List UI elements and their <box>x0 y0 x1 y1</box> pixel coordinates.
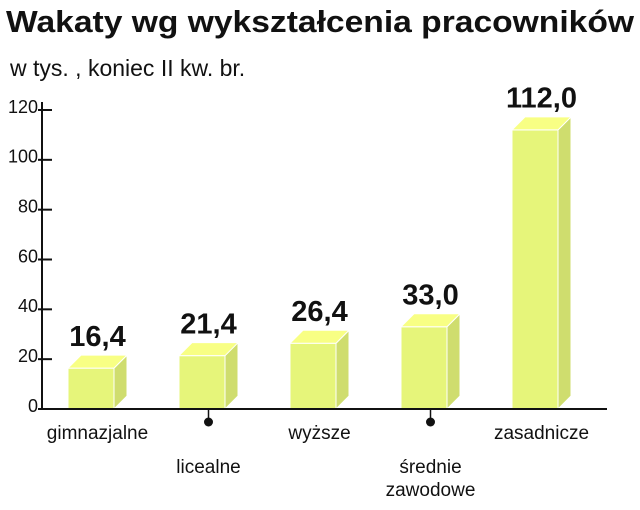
bar-top <box>510 116 573 131</box>
y-tick-label: 80 <box>18 196 38 216</box>
bar-side <box>557 115 572 411</box>
y-tick-label: 120 <box>8 97 38 117</box>
chart-title: Wakaty wg wykształcenia pracowników <box>6 4 635 39</box>
bar <box>400 326 448 410</box>
x-tick-label: wyższe <box>288 423 351 444</box>
bar-top <box>399 313 462 328</box>
bar <box>67 367 115 410</box>
bar-side <box>335 329 350 411</box>
bar <box>511 129 559 410</box>
bar-top <box>177 342 240 357</box>
label-dot <box>426 417 435 427</box>
y-tick-label: 100 <box>8 147 38 167</box>
y-tick-label: 40 <box>18 296 38 316</box>
bar-top <box>66 354 129 369</box>
label-dot <box>204 417 213 427</box>
y-tick-label: 0 <box>28 396 38 416</box>
value-label: 26,4 <box>291 296 347 328</box>
value-label: 33,0 <box>402 279 458 311</box>
x-tick-label: średnie zawodowe <box>385 457 476 501</box>
value-label: 112,0 <box>506 83 577 115</box>
x-tick-label: zasadnicze <box>493 423 590 444</box>
chart-subtitle: w tys. , koniec II kw. br. <box>9 55 245 81</box>
value-label: 16,4 <box>69 321 125 353</box>
bar-side <box>446 312 461 411</box>
y-tick-label: 60 <box>18 246 38 266</box>
x-tick-label: gimnazjalne <box>46 423 149 444</box>
y-tick-label: 20 <box>18 346 38 366</box>
x-tick-label: licealne <box>176 457 241 478</box>
value-label: 21,4 <box>180 308 236 340</box>
bar <box>289 342 337 410</box>
bar-top <box>288 329 351 344</box>
bar <box>178 355 226 410</box>
